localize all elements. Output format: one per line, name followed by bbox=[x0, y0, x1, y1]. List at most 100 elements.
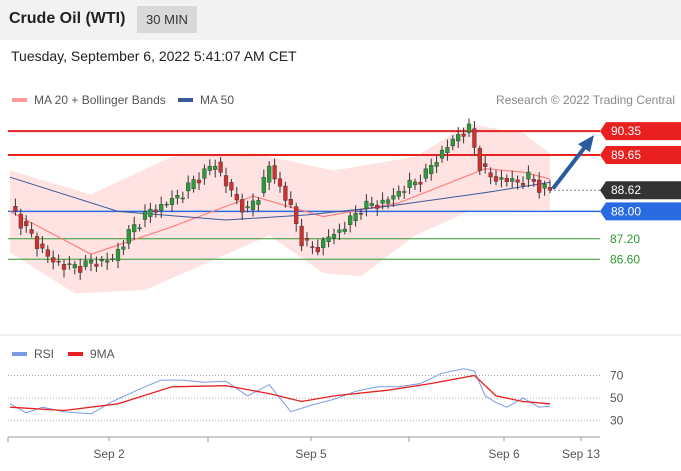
candle-body bbox=[191, 179, 196, 190]
level-label-90-35: 90.35 bbox=[611, 124, 641, 138]
candle-body bbox=[450, 138, 455, 147]
candle-body bbox=[115, 249, 121, 261]
candle-body bbox=[99, 259, 104, 262]
level-label-88-00: 88.00 bbox=[611, 204, 641, 218]
candle-body bbox=[169, 197, 175, 205]
candle-body bbox=[456, 134, 461, 142]
level-label-86-60: 86.60 bbox=[610, 252, 640, 266]
candle-body bbox=[504, 177, 509, 182]
candle-body bbox=[61, 264, 67, 270]
candle-body bbox=[407, 179, 412, 188]
candles bbox=[13, 118, 553, 280]
candle-body bbox=[56, 260, 61, 263]
timestamp: Tuesday, September 6, 2022 5:41:07 AM CE… bbox=[11, 48, 297, 64]
ma20-legend-label: MA 20 + Bollinger Bands bbox=[34, 93, 166, 107]
candle-body bbox=[261, 177, 266, 194]
instrument-title: Crude Oil (WTI) bbox=[9, 10, 126, 27]
x-tick-label: Sep 5 bbox=[295, 447, 327, 461]
candle-body bbox=[342, 228, 347, 232]
forecast-arrow-shaft bbox=[552, 141, 590, 190]
candle-body bbox=[34, 236, 40, 249]
candle-body bbox=[72, 264, 77, 269]
candle-body bbox=[159, 204, 164, 211]
level-label-89-65: 89.65 bbox=[611, 148, 641, 162]
candle-body bbox=[310, 246, 315, 248]
ma50-legend-swatch bbox=[178, 98, 193, 102]
candle-body bbox=[380, 199, 385, 204]
candle-body bbox=[402, 191, 407, 193]
rsi-tick-30: 30 bbox=[610, 414, 624, 428]
rsi-panel: 70 50 30 bbox=[8, 368, 624, 428]
level-tag-89-65 bbox=[600, 146, 681, 165]
level-tag-88-00 bbox=[600, 202, 681, 221]
candle-body bbox=[434, 162, 439, 167]
rsi-legend: RSI 9MA bbox=[12, 347, 115, 361]
candle-body bbox=[40, 243, 45, 249]
candle-body bbox=[175, 194, 180, 199]
candle-body bbox=[304, 238, 310, 241]
rsi-ma-legend-swatch bbox=[68, 352, 83, 356]
ma50-line bbox=[9, 176, 551, 221]
candle-body bbox=[418, 182, 423, 185]
candle-body bbox=[272, 165, 277, 180]
candle-body bbox=[472, 128, 477, 148]
x-tick-label: Sep 13 bbox=[562, 447, 600, 461]
candle-body bbox=[88, 260, 94, 264]
candle-body bbox=[488, 172, 493, 178]
candle-body bbox=[520, 183, 526, 186]
candle-body bbox=[466, 123, 472, 133]
candle-body bbox=[499, 177, 504, 180]
candle-body bbox=[132, 224, 137, 233]
candle-body bbox=[29, 229, 34, 234]
candle-body bbox=[337, 229, 342, 233]
ma50-legend-label: MA 50 bbox=[200, 93, 234, 107]
candle-body bbox=[121, 246, 126, 250]
ma20-legend-swatch bbox=[12, 98, 27, 102]
candle-body bbox=[126, 229, 131, 244]
candle-body bbox=[326, 236, 331, 242]
candle-body bbox=[439, 149, 445, 159]
candle-body bbox=[515, 179, 520, 183]
candle-body bbox=[531, 179, 536, 182]
candle-body bbox=[348, 215, 353, 225]
x-axis: Sep 2 Sep 5 Sep 6 Sep 13 bbox=[7, 437, 600, 461]
candle-body bbox=[67, 263, 72, 265]
level-labels: 90.35 89.65 88.62 88.00 87.20 86.60 bbox=[552, 122, 681, 266]
candle-body bbox=[223, 175, 229, 187]
candle-body bbox=[267, 165, 272, 183]
candle-body bbox=[429, 165, 434, 174]
candle-body bbox=[148, 208, 153, 217]
header-bar: Crude Oil (WTI) 30 MIN bbox=[0, 0, 681, 40]
candle-body bbox=[477, 148, 482, 171]
candle-body bbox=[547, 187, 553, 191]
rsi-ma-line bbox=[9, 374, 551, 412]
candle-body bbox=[105, 260, 110, 263]
candle-body bbox=[110, 258, 115, 260]
candle-body bbox=[288, 198, 293, 205]
level-label-87-20: 87.20 bbox=[610, 232, 640, 246]
candle-body bbox=[537, 179, 542, 193]
candle-body bbox=[299, 225, 304, 247]
candle-body bbox=[283, 185, 288, 201]
candle-body bbox=[229, 182, 234, 191]
candle-body bbox=[294, 206, 299, 225]
candle-body bbox=[13, 205, 18, 212]
candle-body bbox=[353, 213, 358, 222]
rsi-tick-70: 70 bbox=[610, 369, 624, 383]
candle-body bbox=[142, 211, 148, 220]
timeframe-button[interactable]: 30 MIN bbox=[137, 6, 197, 33]
research-credit: Research © 2022 Trading Central bbox=[496, 93, 675, 107]
candle-body bbox=[245, 206, 250, 209]
candle-body bbox=[250, 200, 256, 210]
candle-body bbox=[218, 161, 223, 173]
candle-body bbox=[164, 203, 169, 206]
candle-body bbox=[256, 200, 261, 205]
candle-body bbox=[493, 176, 499, 182]
candle-body bbox=[196, 179, 202, 184]
rsi-ma-legend-label: 9MA bbox=[90, 347, 115, 361]
candle-body bbox=[51, 257, 56, 263]
candle-body bbox=[78, 266, 83, 273]
candle-body bbox=[202, 168, 207, 179]
rsi-legend-label: RSI bbox=[34, 347, 54, 361]
